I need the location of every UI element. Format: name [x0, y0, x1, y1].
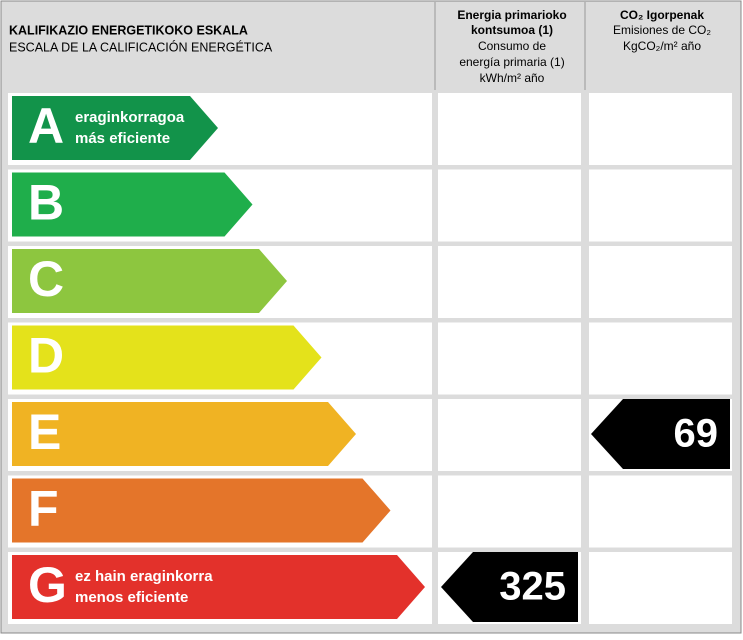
col-subtitle: Emisiones de CO₂ [613, 23, 711, 37]
grade-arrow [12, 478, 391, 543]
cell [589, 169, 732, 242]
cell [438, 169, 581, 242]
cell [438, 475, 581, 548]
grade-letter: G [28, 557, 67, 613]
cell [589, 322, 732, 395]
col-title: kontsumoa (1) [471, 23, 553, 37]
rating-value: 69 [674, 412, 719, 456]
cell [589, 475, 732, 548]
grade-note: ez hain eraginkorra [75, 568, 213, 585]
grade-letter: B [28, 175, 64, 231]
cell [589, 246, 732, 318]
subtitle: ESCALA DE LA CALIFICACIÓN ENERGÉTICA [9, 39, 273, 54]
grade-arrow [12, 249, 287, 313]
cell [438, 93, 581, 165]
grade-note: eraginkorragoa [75, 109, 185, 126]
grade-letter: A [28, 98, 64, 154]
grade-note: menos eficiente [75, 589, 188, 606]
col-unit: kWh/m² año [480, 71, 545, 85]
grade-arrow [12, 172, 253, 237]
grade-arrow [12, 96, 218, 160]
col-title: CO₂ Igorpenak [620, 8, 704, 22]
grade-letter: C [28, 251, 64, 307]
grade-arrow [12, 402, 356, 466]
cell [438, 322, 581, 395]
grade-note: más eficiente [75, 130, 170, 147]
cell [438, 246, 581, 318]
col-title: Energia primarioko [457, 8, 566, 22]
rating-indicator [441, 552, 578, 622]
grade-arrow [12, 325, 322, 390]
col-unit: KgCO₂/m² año [623, 39, 701, 53]
grade-letter: E [28, 404, 61, 460]
title: KALIFIKAZIO ENERGETIKOKO ESKALA [9, 23, 248, 37]
grade-arrow [12, 555, 425, 619]
cell [589, 552, 732, 624]
grade-letter: D [28, 328, 64, 384]
grade-letter: F [28, 481, 59, 537]
col-subtitle: Consumo de [478, 39, 546, 53]
rating-value: 325 [499, 565, 566, 609]
rating-indicator [591, 399, 730, 469]
cell [589, 93, 732, 165]
col-subtitle: energía primaria (1) [459, 55, 564, 69]
cell [438, 399, 581, 471]
